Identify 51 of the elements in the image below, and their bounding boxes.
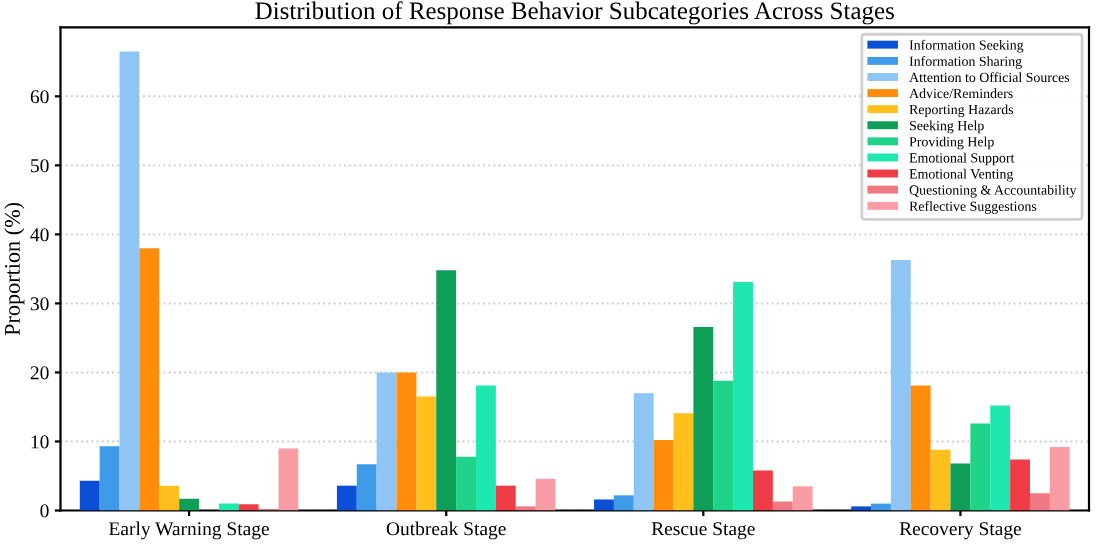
bar bbox=[613, 495, 634, 511]
bar bbox=[456, 456, 476, 511]
bar bbox=[890, 259, 911, 511]
y-tick-label: 30 bbox=[30, 297, 49, 311]
bar bbox=[673, 413, 694, 511]
bar bbox=[416, 396, 437, 511]
bar bbox=[238, 504, 259, 511]
bar bbox=[752, 470, 773, 511]
bar bbox=[970, 423, 991, 511]
bar bbox=[653, 440, 674, 511]
bar bbox=[792, 486, 813, 511]
x-tick-label: Recovery Stage bbox=[899, 522, 1022, 540]
bar bbox=[495, 485, 516, 511]
bar bbox=[950, 463, 971, 511]
bar bbox=[278, 448, 299, 511]
bar bbox=[990, 405, 1011, 511]
bar bbox=[733, 282, 753, 511]
bar bbox=[159, 485, 180, 511]
x-tick-label: Early Warning Stage bbox=[109, 521, 269, 540]
y-tick-label: 50 bbox=[31, 159, 49, 173]
bar bbox=[535, 478, 556, 511]
bar bbox=[633, 393, 654, 511]
bar bbox=[356, 464, 377, 511]
x-tick-label: Rescue Stage bbox=[651, 522, 755, 540]
bar bbox=[436, 270, 457, 511]
bar bbox=[772, 501, 793, 511]
y-tick-label: 10 bbox=[31, 435, 49, 449]
bar bbox=[475, 385, 496, 511]
bar bbox=[139, 248, 160, 511]
chart-title: Distribution of Response Behavior Subcategories Across Stages bbox=[255, 1, 894, 25]
bar bbox=[594, 499, 614, 511]
bar bbox=[99, 446, 120, 511]
bar bbox=[910, 385, 931, 511]
bar bbox=[119, 51, 140, 511]
bar bbox=[396, 372, 417, 511]
y-tick-label: 0 bbox=[40, 504, 49, 518]
bar bbox=[1029, 493, 1050, 511]
y-axis-title: Proportion (%) bbox=[4, 202, 25, 336]
bar bbox=[336, 485, 357, 511]
bar bbox=[179, 498, 199, 511]
x-tick-label: Outbreak Stage bbox=[386, 521, 506, 540]
y-tick-label: 20 bbox=[30, 366, 49, 380]
bar bbox=[376, 372, 397, 511]
bar bbox=[713, 380, 734, 511]
bar bbox=[1010, 459, 1030, 511]
bar bbox=[1049, 447, 1070, 511]
y-tick-label: 60 bbox=[30, 90, 49, 104]
bar bbox=[79, 480, 100, 511]
bar bbox=[693, 326, 714, 511]
y-tick-label: 40 bbox=[30, 228, 49, 242]
bar bbox=[930, 449, 951, 511]
